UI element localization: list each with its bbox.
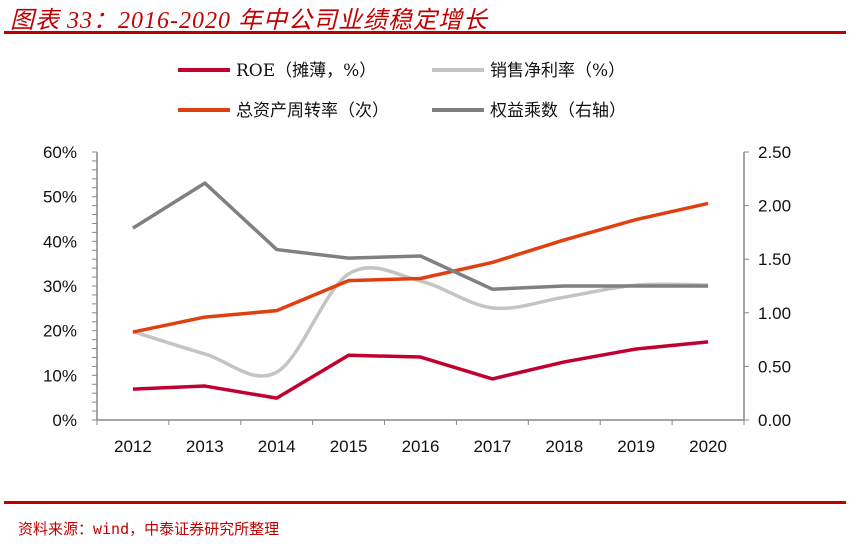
left-tick-label: 60% — [43, 143, 77, 162]
x-tick-label: 2015 — [330, 437, 368, 456]
x-tick-label: 2014 — [258, 437, 296, 456]
source-note: 资料来源：wind，中泰证券研究所整理 — [18, 520, 280, 538]
left-tick-label: 20% — [43, 322, 77, 341]
series-line-1 — [132, 265, 709, 378]
left-tick-label: 40% — [43, 232, 77, 251]
x-tick-label: 2020 — [689, 437, 727, 456]
series-line-0 — [132, 340, 709, 400]
x-tick-label: 2019 — [617, 437, 655, 456]
source-divider — [4, 501, 846, 504]
legend-label: ROE（摊薄，%） — [236, 61, 376, 81]
left-tick-label: 30% — [43, 277, 77, 296]
x-tick-label: 2012 — [114, 437, 152, 456]
title-divider — [4, 31, 846, 34]
series-line-3 — [132, 181, 709, 291]
legend-label: 总资产周转率（次） — [236, 101, 389, 121]
left-tick-label: 50% — [43, 188, 77, 207]
x-tick-label: 2018 — [545, 437, 583, 456]
x-tick-label: 2016 — [402, 437, 440, 456]
left-tick-label: 10% — [43, 366, 77, 385]
legend-label: 销售净利率（%） — [490, 61, 625, 81]
right-tick-label: 1.00 — [758, 304, 791, 323]
x-tick-label: 2013 — [186, 437, 224, 456]
x-tick-label: 2017 — [473, 437, 511, 456]
right-tick-label: 0.00 — [758, 411, 791, 430]
left-tick-label: 0% — [52, 411, 77, 430]
chart-title: 图表 33：2016-2020 年中公司业绩稳定增长 — [10, 8, 488, 34]
right-tick-label: 0.50 — [758, 357, 791, 376]
right-tick-label: 2.50 — [758, 143, 791, 162]
legend-label: 权益乘数（右轴） — [490, 101, 626, 121]
right-tick-label: 2.00 — [758, 197, 791, 216]
series-line-2 — [132, 201, 709, 334]
right-tick-label: 1.50 — [758, 250, 791, 269]
